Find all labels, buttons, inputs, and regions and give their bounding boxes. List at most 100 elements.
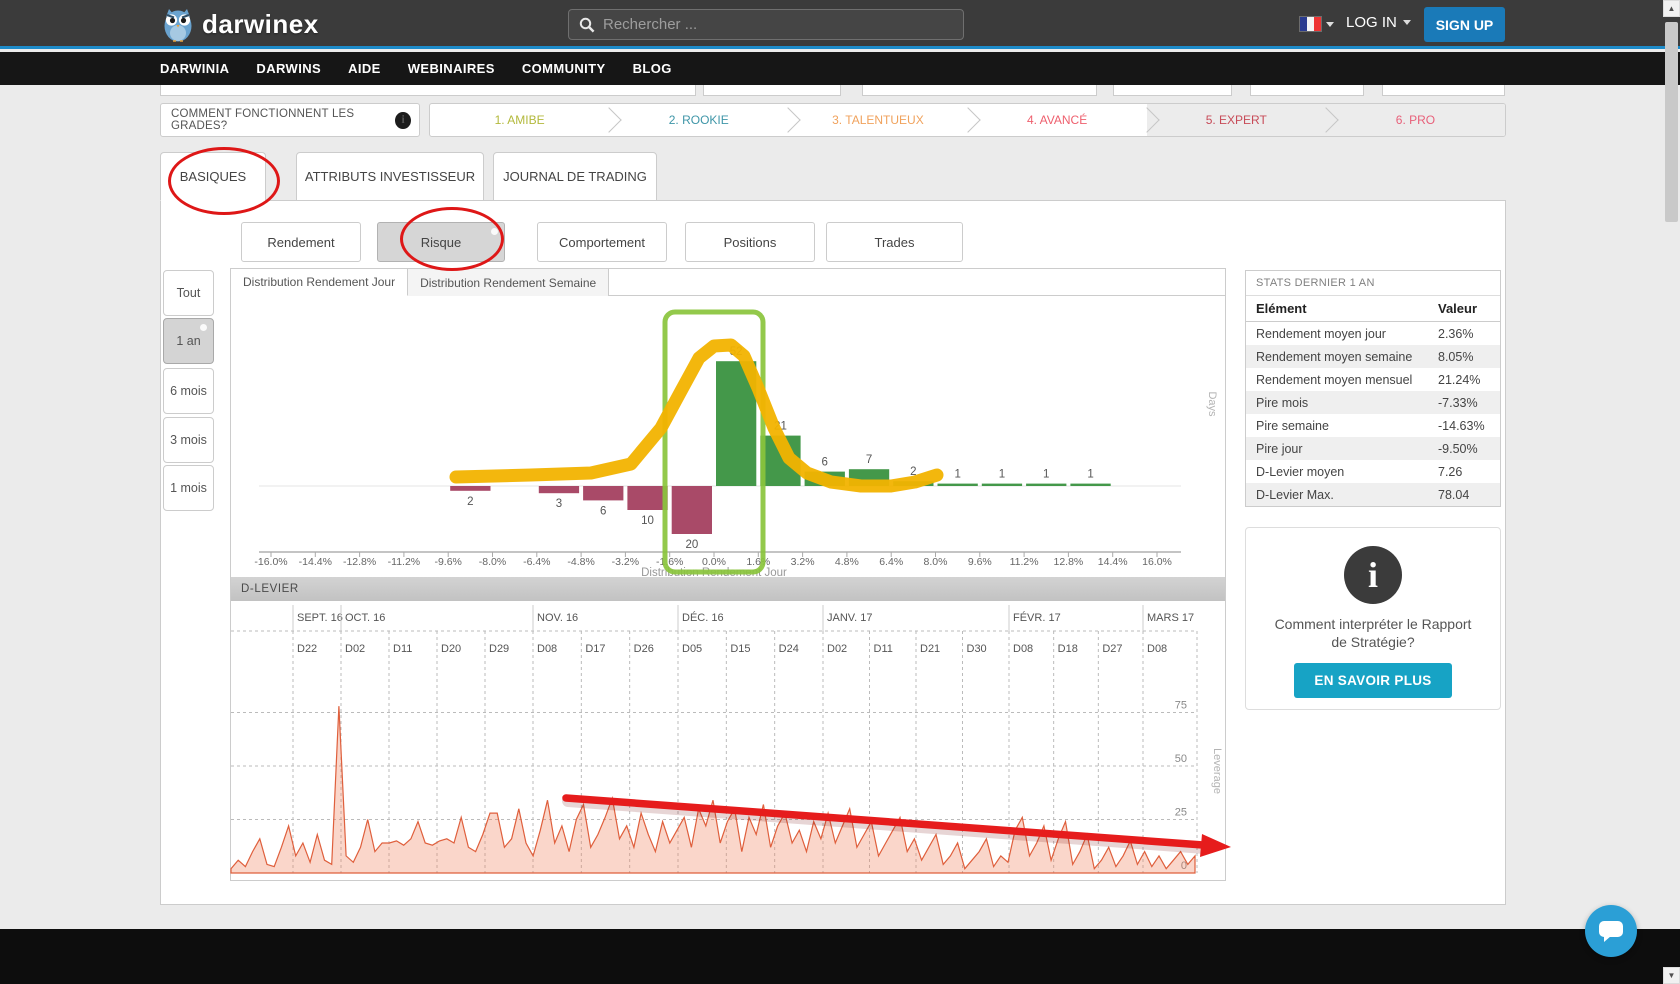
scroll-down-arrow[interactable]: ▼ <box>1663 967 1680 984</box>
svg-text:-4.8%: -4.8% <box>567 556 594 568</box>
stats-element-cell: Pire jour <box>1256 441 1303 456</box>
svg-text:D20: D20 <box>441 643 461 655</box>
svg-text:D26: D26 <box>634 643 654 655</box>
leverage-chart: 75 50 25 0 SEPT. 16 D22 OCT. 16 D02 D11 D20 D29 NOV… <box>230 605 1231 874</box>
range-3-mois[interactable]: 3 mois <box>163 417 214 463</box>
range-6-mois[interactable]: 6 mois <box>163 368 214 414</box>
range-1-mois[interactable]: 1 mois <box>163 465 214 511</box>
svg-text:-11.2%: -11.2% <box>388 556 421 568</box>
grade-step-amibe[interactable]: 1. AMIBE <box>430 104 609 136</box>
svg-text:OCT. 16: OCT. 16 <box>345 612 385 624</box>
stats-value-cell: 2.36% <box>1438 326 1474 341</box>
range-indicator-dot <box>200 324 207 331</box>
learn-more-button[interactable]: EN SAVOIR PLUS <box>1294 663 1452 698</box>
svg-text:JANV. 17: JANV. 17 <box>827 612 872 624</box>
cutoff-widget <box>1113 85 1232 96</box>
grade-step-label: 2. ROOKIE <box>668 113 729 127</box>
stats-row: Pire jour -9.50% <box>1246 437 1500 460</box>
subtab-rendement[interactable]: Rendement <box>241 222 361 262</box>
stats-col-value: Valeur <box>1428 296 1500 322</box>
range-tout[interactable]: Tout <box>163 270 214 316</box>
svg-text:D22: D22 <box>297 643 317 655</box>
range-1-an[interactable]: 1 an <box>163 318 214 364</box>
svg-text:7: 7 <box>866 454 872 466</box>
svg-text:D05: D05 <box>682 643 702 655</box>
svg-text:NOV. 16: NOV. 16 <box>537 612 578 624</box>
brand-logo[interactable]: darwinex <box>160 5 319 43</box>
stats-element-cell: D-Levier Max. <box>1256 487 1334 502</box>
nav-item-darwinia[interactable]: DARWINIA <box>160 61 230 76</box>
footer <box>0 929 1680 984</box>
stats-value-cell: 21.24% <box>1438 372 1481 387</box>
svg-text:-16.0%: -16.0% <box>254 556 287 568</box>
stats-table: STATS DERNIER 1 AN Elément Valeur Rendem… <box>1245 270 1501 507</box>
grade-step-pro[interactable]: 6. PRO <box>1325 104 1505 136</box>
brand-name: darwinex <box>202 8 319 39</box>
chat-bubble-button[interactable] <box>1585 905 1637 957</box>
cutoff-widget <box>160 85 696 96</box>
scroll-up-arrow[interactable]: ▲ <box>1663 0 1680 17</box>
nav-item-darwins[interactable]: DARWINS <box>256 61 322 76</box>
language-selector[interactable] <box>1300 17 1334 31</box>
search-icon <box>579 17 595 32</box>
search-input[interactable] <box>603 16 933 33</box>
subtab-risque[interactable]: Risque <box>377 222 505 262</box>
tab-distribution-jour[interactable]: Distribution Rendement Jour <box>231 269 409 296</box>
grade-step-label: 3. TALENTUEUX <box>832 113 924 127</box>
grades-question-box[interactable]: COMMENT FONCTIONNENT LES GRADES? i <box>160 103 420 137</box>
svg-text:D11: D11 <box>874 643 893 655</box>
svg-text:-6.4%: -6.4% <box>523 556 550 568</box>
signup-button[interactable]: SIGN UP <box>1424 7 1505 42</box>
svg-text:0.0%: 0.0% <box>702 556 726 568</box>
info-card-text: Comment interpréter le Rapport de Straté… <box>1274 616 1472 650</box>
svg-text:D08: D08 <box>1147 643 1167 655</box>
svg-text:-3.2%: -3.2% <box>612 556 639 568</box>
grade-step-label: 5. EXPERT <box>1205 113 1267 127</box>
stats-element-cell: Rendement moyen mensuel <box>1256 372 1413 387</box>
grades-question-label: COMMENT FONCTIONNENT LES GRADES? <box>171 108 355 132</box>
annotation-red-arrow <box>562 794 1207 849</box>
top-navbar: darwinex LOG IN SIGN UP <box>0 0 1680 49</box>
grade-step-avancé[interactable]: 4. AVANCÉ <box>968 104 1147 136</box>
svg-text:16.0%: 16.0% <box>1142 556 1172 568</box>
subtab-trades[interactable]: Trades <box>826 222 963 262</box>
nav-item-aide[interactable]: AIDE <box>348 61 381 76</box>
tab-attributs-investisseur[interactable]: ATTRIBUTS INVESTISSEUR <box>296 152 484 201</box>
svg-text:D08: D08 <box>1013 643 1033 655</box>
grade-step-rookie[interactable]: 2. ROOKIE <box>609 104 788 136</box>
svg-text:2: 2 <box>910 466 916 478</box>
svg-text:-14.4%: -14.4% <box>299 556 332 568</box>
search-box[interactable] <box>568 9 964 40</box>
svg-text:12.8%: 12.8% <box>1054 556 1084 568</box>
scrollbar-thumb[interactable] <box>1665 22 1678 222</box>
risk-chart-box: Distribution Rendement Jour Distribution… <box>230 268 1231 881</box>
owl-logo-icon <box>164 9 192 42</box>
nav-item-webinaires[interactable]: WEBINAIRES <box>407 61 495 76</box>
nav-item-blog[interactable]: BLOG <box>632 61 672 76</box>
dlevier-label: D-LEVIER <box>241 583 299 595</box>
svg-text:6: 6 <box>600 505 606 517</box>
tab-journal-de-trading[interactable]: JOURNAL DE TRADING <box>493 152 657 201</box>
subtab-positions[interactable]: Positions <box>685 222 815 262</box>
stats-element-cell: D-Levier moyen <box>1256 464 1345 479</box>
scrollbar[interactable]: ▲ ▼ <box>1663 0 1680 984</box>
nav-item-community[interactable]: COMMUNITY <box>521 61 606 76</box>
tab-distribution-semaine[interactable]: Distribution Rendement Semaine <box>408 269 610 296</box>
svg-text:Leverage: Leverage <box>1211 748 1223 794</box>
stats-element-cell: Rendement moyen semaine <box>1256 349 1413 364</box>
chat-icon <box>1599 921 1623 942</box>
svg-text:D08: D08 <box>537 643 557 655</box>
login-button[interactable]: LOG IN <box>1346 14 1411 31</box>
cutoff-widget <box>1382 85 1505 96</box>
grade-step-talentueux[interactable]: 3. TALENTUEUX <box>788 104 967 136</box>
svg-text:MARS 17: MARS 17 <box>1147 612 1194 624</box>
info-icon[interactable]: i <box>395 111 411 129</box>
svg-text:D17: D17 <box>585 643 605 655</box>
grade-steps: 1. AMIBE 2. ROOKIE 3. TALENTUEUX 4. AVANCÉ 5… <box>429 103 1506 137</box>
stats-value-cell: -7.33% <box>1438 395 1478 410</box>
subtab-comportement[interactable]: Comportement <box>537 222 667 262</box>
tab-basiques[interactable]: BASIQUES <box>160 152 266 201</box>
svg-text:D24: D24 <box>779 643 799 655</box>
grade-step-expert[interactable]: 5. EXPERT <box>1146 104 1326 136</box>
